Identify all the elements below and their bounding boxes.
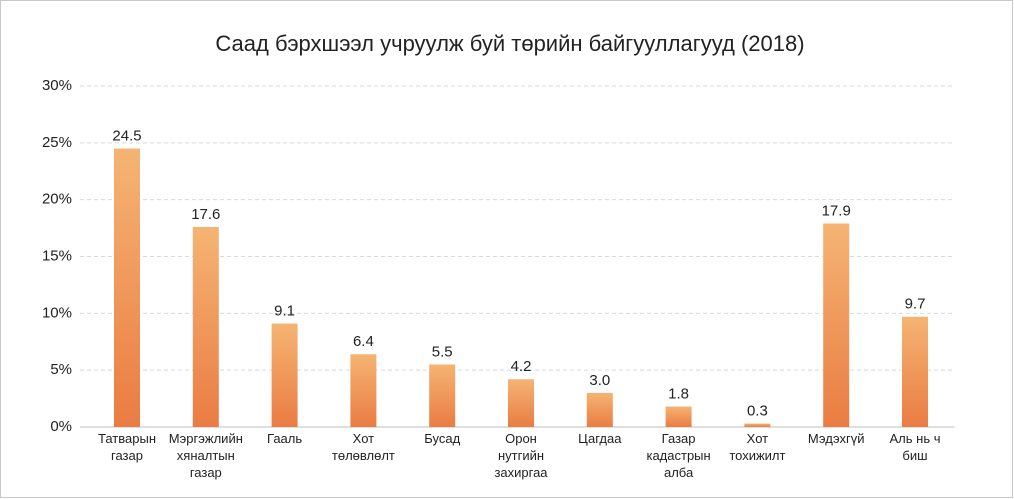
y-tick-label: 25% <box>42 134 72 151</box>
bar <box>665 406 692 427</box>
data-label: 5.5 <box>432 343 453 360</box>
data-label: 1.8 <box>668 386 689 403</box>
bar <box>586 392 613 427</box>
x-tick-label: Хот төлөвлөлт <box>332 431 395 463</box>
x-tick-label: Мэргэжлийн хяналтын газар <box>169 431 243 480</box>
data-label: 4.2 <box>511 358 532 375</box>
data-label: 3.0 <box>589 372 610 389</box>
y-tick-label: 30% <box>42 77 72 94</box>
x-tick-label: Аль нь ч биш <box>890 431 941 463</box>
x-tick-label: Хот тохижилт <box>729 431 785 463</box>
data-label: 9.7 <box>905 296 926 313</box>
y-tick-label: 5% <box>50 361 72 378</box>
bar <box>823 223 850 427</box>
x-tick-label: Газар кадастрын алба <box>646 431 710 480</box>
data-label: 0.3 <box>747 403 768 420</box>
bar <box>902 316 928 427</box>
bar <box>350 354 377 427</box>
data-label: 24.5 <box>112 127 141 144</box>
bar <box>508 379 534 427</box>
bar <box>271 323 298 427</box>
chart-title: Саад бэрхшээл учруулж буй төрийн байгуул… <box>215 31 804 56</box>
y-tick-label: 20% <box>42 191 72 208</box>
x-tick-label: Бусад <box>424 431 460 446</box>
data-label: 6.4 <box>353 333 374 350</box>
y-tick-label: 0% <box>50 418 72 435</box>
x-tick-label: Татварын газар <box>98 431 156 463</box>
bar <box>192 226 219 427</box>
x-tick-label: Гааль <box>267 431 302 446</box>
y-tick-label: 10% <box>42 304 72 321</box>
bar <box>429 364 456 427</box>
data-label: 17.6 <box>191 206 220 223</box>
bar <box>744 423 771 427</box>
x-tick-label: Цагдаа <box>578 431 622 446</box>
y-tick-label: 15% <box>42 247 72 264</box>
x-tick-label: Орон нутгийн захиргаа <box>494 431 548 480</box>
data-label: 17.9 <box>822 203 851 220</box>
bar <box>114 148 140 427</box>
x-tick-label: Мэдэхгүй <box>808 431 865 446</box>
data-label: 9.1 <box>274 303 295 320</box>
